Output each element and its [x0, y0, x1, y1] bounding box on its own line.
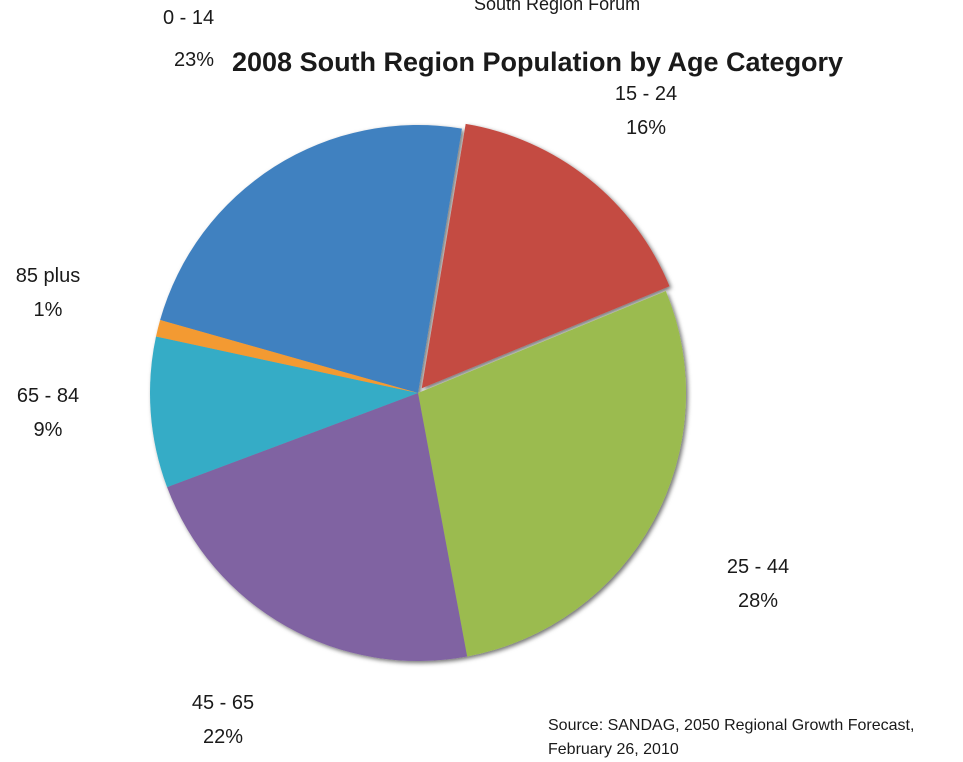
- slice-percent: 28%: [737, 590, 779, 612]
- source-line-1: Source: SANDAG, 2050 Regional Growth For…: [548, 717, 915, 734]
- slice-category: 25 - 44: [726, 556, 790, 578]
- slice-category: 65 - 84: [16, 385, 80, 407]
- slice-label-0-14: 0 - 14: [163, 6, 214, 30]
- slice-percent: 9%: [33, 419, 63, 441]
- chart-subtitle: South Region Forum: [474, 0, 641, 14]
- slice-category: 15 - 24: [614, 83, 678, 105]
- pie-slice-45-65: [167, 393, 468, 661]
- pie-slice-15-24: [421, 123, 670, 389]
- pie-slice-65-84: [149, 336, 418, 488]
- slice-label-15-24: 15 - 24 16%: [596, 82, 696, 140]
- slice-percent-0-14: 23%: [174, 48, 214, 72]
- pie-slice-85plus: [156, 320, 418, 393]
- slice-label-25-44: 25 - 44 28%: [708, 555, 808, 613]
- slice-label-65-84: 65 - 84 9%: [0, 384, 96, 442]
- slice-percent: 23%: [174, 49, 215, 71]
- source-line-2: February 26, 2010: [548, 741, 679, 758]
- slice-category: 0 - 14: [163, 7, 215, 29]
- slice-label-45-65: 45 - 65 22%: [173, 691, 273, 749]
- slice-percent: 22%: [202, 726, 244, 748]
- chart-title: 2008 South Region Population by Age Cate…: [232, 47, 844, 77]
- slice-label-85-plus: 85 plus 1%: [0, 264, 96, 322]
- source-note: Source: SANDAG, 2050 Regional Growth For…: [548, 714, 914, 762]
- slice-percent: 1%: [33, 299, 63, 321]
- slice-percent: 16%: [625, 117, 667, 139]
- slice-category: 45 - 65: [191, 692, 255, 714]
- pie-slice-0-14: [160, 124, 462, 393]
- pie-slice-25-44: [418, 290, 686, 657]
- slice-category: 85 plus: [15, 265, 81, 287]
